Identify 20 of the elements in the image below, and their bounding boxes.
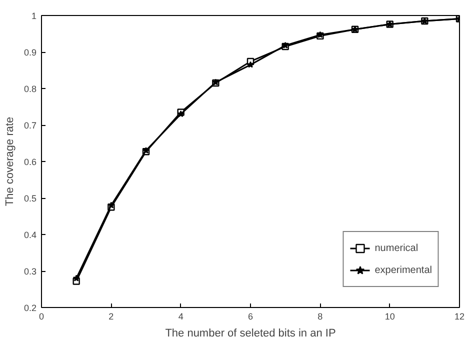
y-tick-label: 0.3	[24, 266, 37, 276]
x-tick-label: 10	[384, 312, 395, 322]
x-tick-label: 12	[454, 312, 465, 322]
x-tick-label: 2	[108, 312, 114, 322]
x-axis-title: The number of seleted bits in an IP	[165, 328, 336, 340]
x-tick-label: 4	[178, 312, 184, 322]
x-tick-label: 8	[318, 312, 323, 322]
y-tick-label: 0.7	[24, 120, 37, 130]
y-tick-label: 0.4	[24, 230, 37, 240]
legend-label: experimental	[374, 264, 432, 276]
y-tick-label: 0.9	[24, 48, 37, 58]
y-tick-label: 0.5	[24, 194, 37, 204]
y-tick-label: 0.8	[24, 84, 37, 94]
x-tick-label: 6	[248, 312, 254, 322]
y-tick-label: 1	[31, 11, 37, 21]
legend-label: numerical	[374, 242, 418, 254]
y-tick-label: 0.2	[24, 303, 37, 313]
y-axis-title: The coverage rate	[4, 116, 16, 206]
x-tick-label: 0	[38, 312, 44, 322]
y-tick-label: 0.6	[24, 157, 37, 167]
